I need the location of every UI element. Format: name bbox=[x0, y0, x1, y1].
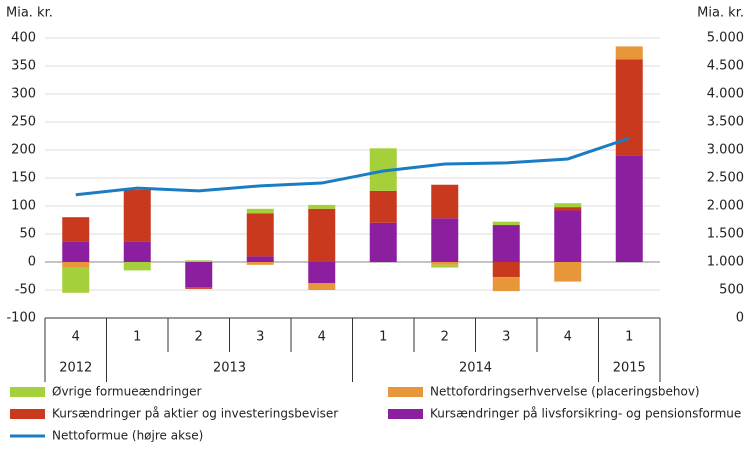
y-tick-label: 400 bbox=[11, 31, 36, 46]
x-tick-label: 4 bbox=[564, 330, 572, 345]
bar-segment bbox=[185, 262, 213, 288]
y-tick-label: 100 bbox=[11, 199, 36, 214]
bar-segment bbox=[492, 225, 520, 262]
legend-swatch bbox=[10, 387, 45, 397]
y-tick-label: 250 bbox=[11, 115, 36, 130]
y-tick-label: 150 bbox=[11, 171, 36, 186]
bar-segment bbox=[492, 262, 520, 278]
bar-segment bbox=[431, 184, 459, 219]
bar-segment bbox=[369, 222, 397, 262]
legend-swatch bbox=[388, 387, 423, 397]
y-tick-label: 50 bbox=[19, 227, 36, 242]
bar-segment bbox=[431, 264, 459, 268]
bar-segment bbox=[123, 189, 151, 242]
bar-segment bbox=[308, 208, 336, 262]
legend-label: Kursændringer på livsforsikring- og pens… bbox=[430, 407, 741, 421]
legend-swatch bbox=[10, 409, 45, 419]
bar-segment bbox=[246, 262, 274, 265]
y-tick-label: 0 bbox=[28, 255, 36, 270]
y2-tick-label: 5.000 bbox=[707, 31, 744, 46]
y-tick-label: 350 bbox=[11, 59, 36, 74]
y2-tick-label: 1.000 bbox=[707, 255, 744, 270]
legend-label: Nettoformue (højre akse) bbox=[52, 429, 203, 443]
year-label: 2012 bbox=[59, 361, 92, 376]
line-series bbox=[75, 136, 630, 197]
bar-segment bbox=[431, 262, 459, 265]
bar-segment bbox=[62, 267, 90, 293]
x-tick-label: 4 bbox=[318, 330, 326, 345]
y2-tick-label: 3.500 bbox=[707, 115, 744, 130]
y2-tick-label: 0 bbox=[736, 311, 744, 326]
bar-segment bbox=[185, 287, 213, 289]
bar-segment bbox=[123, 262, 151, 271]
x-tick-label: 2 bbox=[195, 330, 203, 345]
bar-segment bbox=[554, 203, 582, 208]
bar-segment bbox=[554, 262, 582, 282]
year-label: 2014 bbox=[459, 361, 492, 376]
y2-tick-label: 3.000 bbox=[707, 143, 744, 158]
y-tick-label: -100 bbox=[6, 311, 36, 326]
bar-segment bbox=[123, 241, 151, 262]
y2-tick-label: 2.500 bbox=[707, 171, 744, 186]
y-tick-label: 200 bbox=[11, 143, 36, 158]
x-tick-label: 1 bbox=[625, 330, 633, 345]
bar-segment bbox=[308, 204, 336, 209]
legend-label: Øvrige formueændringer bbox=[52, 385, 201, 399]
x-tick-label: 3 bbox=[502, 330, 510, 345]
bar-segment bbox=[246, 256, 274, 262]
bar-segment bbox=[308, 283, 336, 290]
y2-tick-label: 2.000 bbox=[707, 199, 744, 214]
y2-axis-label: Mia. kr. bbox=[697, 6, 744, 21]
legend-label: Kursændringer på aktier og investeringsb… bbox=[52, 407, 338, 421]
bar-segment bbox=[308, 262, 336, 284]
bar-segment bbox=[615, 46, 643, 60]
bar-segment bbox=[185, 260, 213, 262]
legend-label: Nettofordringserhvervelse (placeringsbeh… bbox=[430, 385, 700, 399]
year-label: 2013 bbox=[213, 361, 246, 376]
bar-segment bbox=[369, 190, 397, 223]
bar-segment bbox=[554, 207, 582, 211]
bar-segment bbox=[246, 213, 274, 257]
x-tick-label: 4 bbox=[72, 330, 80, 345]
year-label: 2015 bbox=[613, 361, 646, 376]
x-tick-label: 1 bbox=[379, 330, 387, 345]
bar-segment bbox=[492, 277, 520, 292]
bar-segment bbox=[62, 241, 90, 262]
bar-segment bbox=[554, 210, 582, 262]
y-axis-label: Mia. kr. bbox=[6, 6, 53, 21]
bar-segment bbox=[431, 218, 459, 262]
bar-segment bbox=[492, 221, 520, 226]
bar-segment bbox=[615, 155, 643, 262]
y2-tick-label: 1.500 bbox=[707, 227, 744, 242]
bar-segment bbox=[62, 217, 90, 242]
legend-swatch bbox=[388, 409, 423, 419]
y2-tick-label: 4.000 bbox=[707, 87, 744, 102]
y-tick-label: -50 bbox=[15, 283, 36, 298]
y2-tick-label: 500 bbox=[719, 283, 744, 298]
y-tick-label: 300 bbox=[11, 87, 36, 102]
x-tick-label: 2 bbox=[441, 330, 449, 345]
y2-tick-label: 4.500 bbox=[707, 59, 744, 74]
x-tick-label: 3 bbox=[256, 330, 264, 345]
bar-segment bbox=[246, 208, 274, 214]
x-tick-label: 1 bbox=[133, 330, 141, 345]
bar-segment bbox=[62, 262, 90, 268]
